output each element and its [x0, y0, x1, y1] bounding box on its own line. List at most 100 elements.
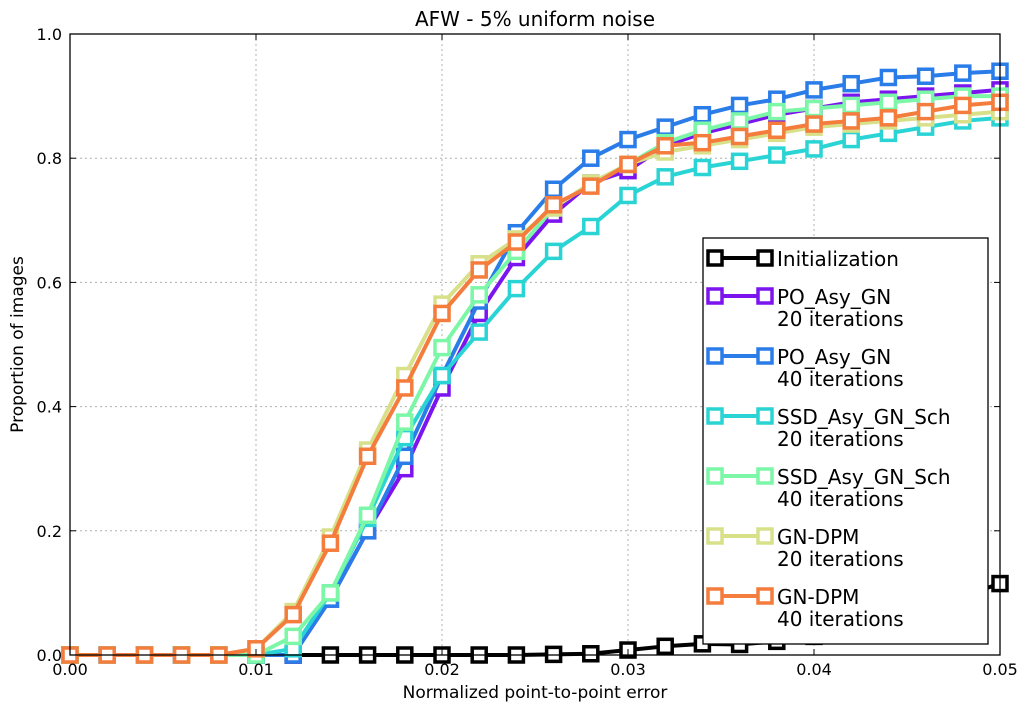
legend-label: GN-DPM [777, 585, 859, 609]
data-point-marker [656, 168, 674, 186]
legend-marker [706, 249, 724, 267]
y-tick-label: 1.0 [37, 25, 62, 44]
data-point-marker [507, 279, 526, 298]
data-point-marker [544, 242, 563, 261]
data-point-marker [433, 304, 451, 323]
chart-title: AFW - 5% uniform noise [415, 7, 655, 31]
x-tick-label: 0.04 [796, 660, 832, 679]
data-point-marker [768, 121, 786, 140]
legend-marker [756, 347, 774, 365]
data-point-marker [805, 99, 823, 118]
data-point-marker [321, 534, 340, 552]
data-point-marker [433, 366, 451, 385]
data-point-marker [693, 105, 712, 124]
y-tick-label: 0.2 [37, 522, 62, 541]
data-point-marker [284, 627, 302, 646]
legend-marker [756, 527, 774, 545]
data-point-marker [879, 109, 898, 127]
y-tick-label: 0.8 [37, 149, 62, 168]
legend-marker [756, 407, 774, 425]
data-point-marker [916, 102, 935, 121]
data-point-marker [247, 640, 265, 658]
y-tick-label: 0.0 [37, 646, 62, 665]
data-point-marker [916, 67, 935, 85]
data-point-marker [507, 233, 526, 251]
data-point-marker [730, 96, 749, 115]
legend-label: GN-DPM [777, 525, 859, 549]
data-point-marker [470, 323, 488, 341]
data-point-marker [358, 447, 377, 466]
data-point-marker [879, 68, 898, 87]
data-point-marker [396, 379, 414, 397]
legend-marker [756, 467, 774, 485]
legend-marker [756, 249, 774, 267]
data-point-marker [954, 96, 972, 115]
data-point-marker [656, 137, 674, 155]
legend-label: 20 iterations [777, 427, 904, 451]
y-tick-label: 0.4 [37, 398, 62, 417]
data-point-marker [730, 127, 749, 146]
data-point-marker [284, 605, 302, 624]
data-point-marker [730, 112, 749, 130]
data-point-marker [805, 115, 823, 133]
data-point-marker [693, 158, 712, 177]
legend-label: 40 iterations [777, 487, 904, 511]
series-lines [61, 62, 1009, 664]
data-point-marker [619, 186, 637, 205]
x-tick-label: 0.03 [610, 660, 646, 679]
legend-label: Initialization [777, 247, 899, 271]
y-tick-label: 0.6 [37, 273, 62, 292]
data-point-marker [656, 637, 674, 656]
legend-marker [706, 467, 724, 485]
legend-box [702, 237, 989, 645]
legend-label: SSD_Asy_GN_Sch [777, 405, 951, 429]
data-point-marker [656, 118, 674, 136]
data-point-marker [582, 645, 600, 663]
x-tick-label: 0.02 [424, 660, 460, 679]
data-point-marker [730, 152, 749, 171]
data-point-marker [396, 413, 414, 431]
data-point-marker [582, 217, 600, 236]
x-axis-label: Normalized point-to-point error [403, 683, 668, 703]
legend-marker [756, 587, 774, 605]
legend-marker [706, 287, 724, 305]
data-point-marker [693, 133, 712, 152]
data-point-marker [619, 155, 637, 174]
data-point-marker [470, 261, 488, 279]
legend-marker [756, 287, 774, 305]
legend-label: 40 iterations [777, 367, 904, 391]
data-point-marker [619, 130, 637, 149]
data-point-marker [879, 93, 898, 112]
data-point-marker [768, 146, 786, 164]
legend-label: SSD_Asy_GN_Sch [777, 465, 951, 489]
legend-label: 20 iterations [777, 547, 904, 571]
legend-label: PO_Asy_GN [777, 285, 891, 309]
legend-marker [706, 407, 724, 425]
data-point-marker [842, 74, 860, 93]
legend-item: Initialization [706, 247, 899, 271]
data-point-marker [433, 338, 451, 357]
legend-label: 20 iterations [777, 307, 904, 331]
legend-marker [706, 587, 724, 605]
legend-label: PO_Asy_GN [777, 345, 891, 369]
x-tick-label: 0.01 [238, 660, 274, 679]
data-point-marker [358, 506, 377, 525]
data-point-marker [582, 177, 600, 195]
data-point-marker [842, 112, 860, 130]
legend-marker [706, 527, 724, 545]
data-point-marker [768, 102, 786, 121]
y-axis-label: Proportion of images [8, 256, 28, 433]
data-point-marker [805, 81, 823, 99]
data-point-marker [321, 584, 340, 602]
x-tick-label: 0.00 [52, 660, 88, 679]
data-point-marker [544, 180, 563, 198]
data-point-marker [470, 286, 488, 304]
data-point-marker [805, 140, 823, 158]
plot-frame [69, 33, 1001, 656]
